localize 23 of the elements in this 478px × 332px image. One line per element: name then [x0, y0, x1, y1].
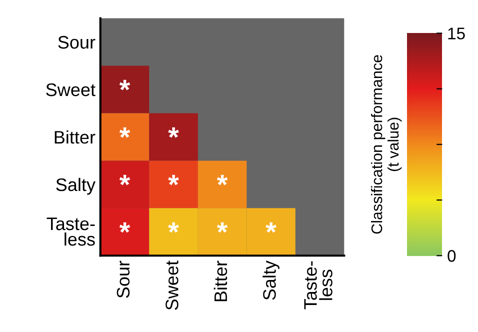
data-label: *: [119, 222, 130, 233]
x-tick-label: Bitter: [214, 260, 228, 302]
y-tick-label: Sweet: [46, 83, 96, 96]
data-label: *: [119, 127, 130, 138]
y-tick-label: Sour: [58, 36, 96, 49]
data-label: *: [168, 127, 179, 138]
data-label: *: [266, 222, 276, 233]
data-label: *: [119, 174, 130, 186]
data-label: *: [119, 80, 130, 90]
x-tick-label: Sour: [116, 260, 130, 298]
x-tick-label: Taste- less: [304, 261, 332, 310]
color-bar-label: 0: [448, 250, 456, 262]
x-tick-label: Salty: [262, 260, 280, 300]
data-label: *: [168, 174, 179, 186]
data-label: *: [216, 174, 228, 186]
y-tick-label: Taste- less: [46, 218, 95, 246]
y-tick-label: Salty: [56, 178, 96, 195]
color-bar-label: 15: [448, 28, 465, 40]
y-tick-label: Bitter: [54, 130, 96, 144]
data-label: *: [216, 222, 228, 233]
color-bar-title: Classification performance (t value): [371, 55, 402, 234]
x-tick-label: Sweet: [166, 260, 178, 310]
data-label: *: [168, 222, 179, 233]
